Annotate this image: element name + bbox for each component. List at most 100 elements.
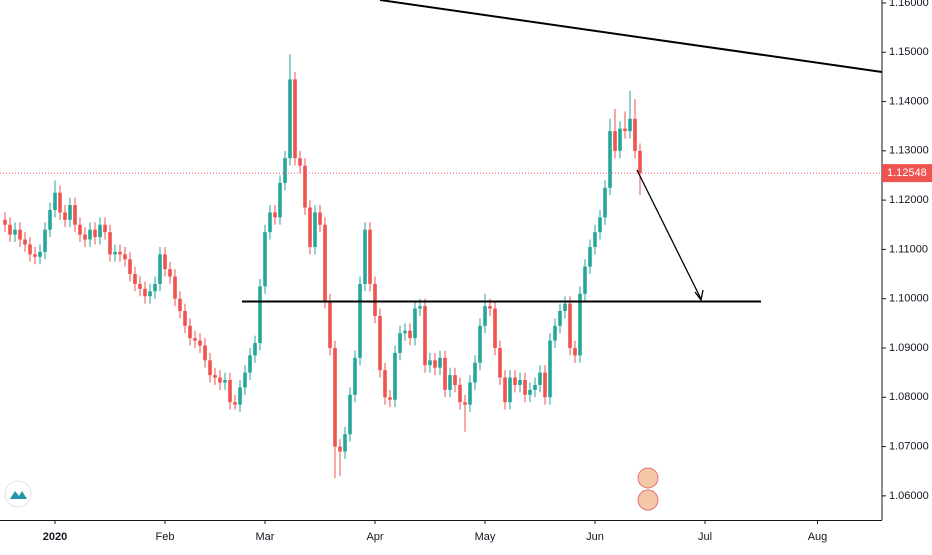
y-tick-label: 1.15000: [889, 46, 929, 58]
candle-body: [383, 370, 387, 398]
candle-body: [293, 79, 297, 159]
candle-body: [438, 357, 442, 368]
candle-body: [178, 298, 182, 312]
candle-body: [273, 212, 277, 218]
logo: [4, 480, 32, 508]
candle-body: [168, 269, 172, 277]
candle-body: [343, 434, 347, 452]
candle-body: [23, 239, 27, 245]
candle-body: [83, 234, 87, 240]
candle-body: [588, 246, 592, 267]
candle-body: [33, 254, 37, 257]
candle-body: [58, 192, 62, 213]
y-tick-label: 1.16000: [889, 0, 929, 9]
candle-body: [148, 291, 152, 297]
candle-body: [93, 229, 97, 238]
candle-body: [223, 380, 227, 383]
candle-body: [398, 333, 402, 353]
candle-body: [253, 343, 257, 356]
logo-mark: [10, 491, 27, 499]
candle-body: [583, 266, 587, 294]
candle-body: [368, 229, 372, 284]
candle-body: [523, 380, 527, 395]
y-tick-label: 1.13000: [889, 145, 929, 157]
candle-body: [353, 357, 357, 395]
candle-body: [288, 79, 292, 159]
candle-body: [68, 205, 72, 220]
candle-body: [528, 389, 532, 395]
candle-body: [8, 224, 12, 235]
candle-body: [233, 402, 237, 405]
last-price-label: 1.12548: [887, 167, 927, 179]
logo-circle: [4, 480, 32, 508]
candle-body: [118, 251, 122, 255]
candle-body: [548, 340, 552, 398]
candle-body: [558, 311, 562, 326]
projection-arrow: [636, 169, 702, 300]
candle-body: [408, 330, 412, 339]
candle-body: [498, 347, 502, 378]
candle-body: [128, 259, 132, 275]
candle-body: [628, 118, 632, 132]
candle-body: [323, 224, 327, 302]
candle-body: [463, 402, 467, 405]
candle-body: [563, 303, 567, 312]
candle-body: [193, 338, 197, 341]
candle-body: [388, 397, 392, 400]
candle-body: [593, 232, 597, 247]
candle-body: [428, 360, 432, 366]
candle-body: [608, 131, 612, 188]
candle-body: [448, 375, 452, 390]
candle-body: [573, 347, 577, 356]
candle-body: [458, 384, 462, 403]
y-tick-label: 1.07000: [889, 440, 929, 452]
candle-body: [578, 293, 582, 356]
candle-body: [283, 158, 287, 183]
candle-body: [268, 212, 272, 233]
candle-body: [638, 150, 642, 174]
candle-body: [88, 229, 92, 240]
candle-body: [13, 229, 17, 235]
candle-body: [433, 360, 437, 368]
x-tick-label: Feb: [156, 531, 175, 543]
candle-body: [28, 244, 32, 255]
event-icons: [637, 467, 659, 511]
y-tick-label: 1.10000: [889, 293, 929, 305]
x-tick-label: May: [475, 531, 496, 543]
candle-body: [508, 377, 512, 403]
candle-body: [473, 362, 477, 383]
event-icon: [637, 467, 659, 489]
axes: 1.06000 1.07000 1.08000 1.09000 1.10000 1.110…: [0, 0, 932, 543]
candle-body: [568, 303, 572, 348]
candle-body: [493, 308, 497, 348]
candle-body: [78, 224, 82, 235]
candle-body: [418, 306, 422, 309]
x-tick-label: 2020: [43, 531, 67, 543]
candle-body: [313, 212, 317, 247]
candle-body: [393, 352, 397, 400]
candle-body: [73, 205, 77, 225]
candle-body: [598, 217, 602, 233]
candle-body: [468, 382, 472, 405]
y-tick-label: 1.14000: [889, 95, 929, 107]
candle-body: [378, 315, 382, 371]
candle-body: [103, 224, 107, 233]
candle-body: [138, 283, 142, 289]
candle-body: [203, 345, 207, 361]
event-icon: [637, 489, 659, 511]
candle-body: [503, 377, 507, 403]
candle-body: [328, 301, 332, 348]
candle-body: [413, 308, 417, 339]
candle-body: [613, 131, 617, 151]
candle-body: [43, 229, 47, 252]
candle-body: [153, 283, 157, 292]
candle-body: [318, 212, 322, 225]
candle-body: [278, 182, 282, 218]
candle-body: [403, 330, 407, 334]
candle-body: [483, 306, 487, 326]
candle-body: [158, 254, 162, 284]
x-tick-label: Apr: [366, 531, 383, 543]
candle-body: [213, 375, 217, 378]
y-tick-label: 1.09000: [889, 342, 929, 354]
candle-body: [108, 232, 112, 255]
